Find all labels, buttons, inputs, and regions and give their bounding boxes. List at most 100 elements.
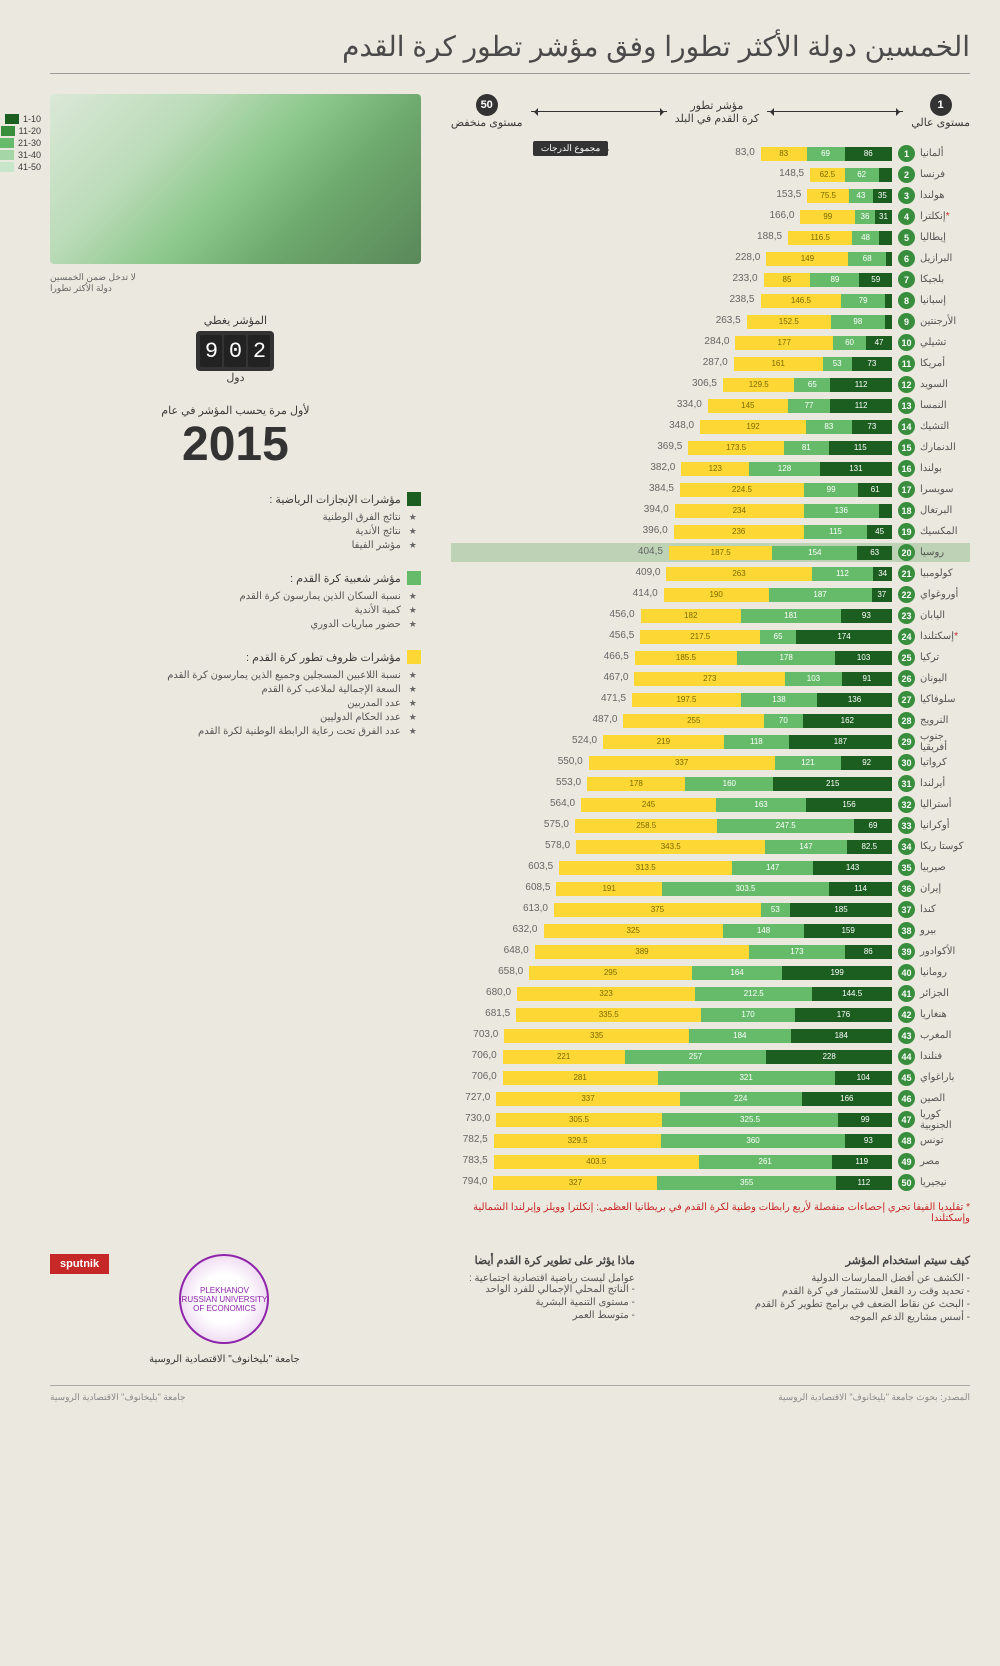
sputnik-logo: sputnik [40,1254,99,1274]
country-name: فنلندا [905,1051,960,1062]
seg-yellow: 123 [671,462,739,476]
seg-dark [869,231,882,245]
source-uni: جامعة "بليخانوف" الاقتصادية الروسية [40,1392,176,1403]
seg-dark: 63 [847,546,882,560]
seg-light: 321 [648,1071,825,1085]
total-value: 487,0 [567,714,607,728]
seg-dark: 174 [786,630,882,644]
country-name: تونس [905,1135,960,1146]
seg-dark: 45 [857,525,882,539]
rank-badge: 20 [888,544,905,561]
stacked-bar: 69 247.5 258.5 575,0 [441,819,882,833]
country-name: أمريكا [905,358,960,369]
table-row: تركيا 25 103 178 185.5 466,5 [441,648,960,667]
table-row: كوريا الجنوبية 47 99 325.5 305.5 730,0 [441,1110,960,1129]
seg-dark: 34 [863,567,882,581]
university-label: جامعة "بليخانوف" الاقتصادية الروسية [139,1354,290,1365]
odometer-digit: 0 [214,335,236,367]
rank-badge: 50 [888,1174,905,1191]
table-row: بيرو 38 159 148 325 632,0 [441,921,960,940]
scale-center-label: مؤشر تطور كرة القدم في البلد [665,99,749,125]
rank-badge: 2 [888,166,905,183]
country-name: أيرلندا [905,778,960,789]
rank-badge: 32 [888,796,905,813]
seg-yellow: 62.5 [800,168,834,182]
rank-badge: 39 [888,943,905,960]
table-row: هنغاريا 42 176 170 335.5 681,5 [441,1005,960,1024]
table-row: أستراليا 32 156 163 245 564,0 [441,795,960,814]
seg-light: 181 [731,609,831,623]
table-row: إيطاليا 5 48 116.5 188,5 [441,228,960,247]
country-name: كوريا الجنوبية [905,1109,960,1131]
seg-dark: 93 [831,609,882,623]
total-value: 681,5 [460,1008,500,1022]
col1-sub: عوامل ليست رياضية اقتصادية اجتماعية : [330,1273,625,1284]
table-row: بولندا 16 131 128 123 382,0 [441,459,960,478]
total-value: 166,0 [744,210,784,224]
map-note: لا تدخل ضمن الخمسين دولة الأكثر تطورا [40,272,411,294]
seg-light: 121 [765,756,832,770]
table-row: الدنمارك 15 115 81 173.5 369,5 [441,438,960,457]
seg-yellow: 146.5 [751,294,832,308]
country-name: كندا [905,904,960,915]
country-name: كولومبيا [905,568,960,579]
seg-dark: 143 [803,861,882,875]
total-value: 703,0 [448,1029,488,1043]
rank-badge: 46 [888,1090,905,1107]
table-row: بلجيكا 7 59 89 85 233,0 [441,270,960,289]
total-value: 284,0 [679,336,719,350]
total-value: 233,0 [708,273,748,287]
seg-dark: 136 [807,693,882,707]
stacked-bar: 114 303.5 191 608,5 [441,882,882,896]
country-name: فرنسا [905,169,960,180]
seg-yellow: 343.5 [566,840,755,854]
rank-badge: 10 [888,334,905,351]
list-item: الناتج المحلي الإجمالي للفرد الواحد [330,1284,625,1295]
total-value: 153,5 [751,189,791,203]
stacked-bar: 162 70 255 487,0 [441,714,882,728]
table-row: إسبانيا 8 79 146.5 238,5 [441,291,960,310]
counter-odometer: 209 [186,331,264,371]
country-name: بولندا [905,463,960,474]
country-name: باراغواي [905,1072,960,1083]
seg-dark: 228 [756,1050,882,1064]
seg-yellow: 217.5 [630,630,750,644]
seg-dark: 73 [842,420,882,434]
bottom-section: كيف سيتم استخدام المؤشر الكشف عن أفضل ال… [40,1254,960,1365]
seg-light: 112 [802,567,864,581]
total-value: 306,5 [667,378,707,392]
stacked-bar: 136 234 394,0 [441,504,882,518]
total-value: 456,0 [585,609,625,623]
table-row: الصين 46 166 224 337 727,0 [441,1089,960,1108]
stacked-bar: 115 81 173.5 369,5 [441,441,882,455]
rank-badge: 22 [888,586,905,603]
seg-dark: 86 [835,147,882,161]
color-swatch [397,650,411,664]
list-item: نسبة اللاعبين المسجلين وجميع الذين يمارس… [40,670,391,681]
seg-dark: 82.5 [837,840,882,854]
table-row: السويد 12 112 65 129.5 306,5 [441,375,960,394]
total-value: 550,0 [533,756,573,770]
total-value: 553,0 [531,777,571,791]
stacked-bar: 73 53 161 287,0 [441,357,882,371]
list-item: الكشف عن أفضل الممارسات الدولية [665,1273,960,1284]
rank-badge: 38 [888,922,905,939]
seg-light: 77 [778,399,820,413]
rank-badge: 44 [888,1048,905,1065]
stacked-bar: 228 257 221 706,0 [441,1050,882,1064]
stacked-bar: 184 184 335 703,0 [441,1029,882,1043]
table-row: المغرب 43 184 184 335 703,0 [441,1026,960,1045]
table-row: فرنسا 2 62 62.5 148,5 [441,165,960,184]
seg-dark: 69 [844,819,882,833]
col1-title: ماذا يؤثر على تطوير كرة القدم أيضا [330,1254,625,1267]
info-panel: 1-1011-2021-3031-4041-50 لا تدخل ضمن الخ… [40,94,411,1224]
rank-badge: 9 [888,313,905,330]
total-value: 613,0 [498,903,538,917]
scale-low-num: 50 [466,94,488,116]
rank-badge: 25 [888,649,905,666]
total-value: 369,5 [632,441,672,455]
seg-yellow: 177 [725,336,823,350]
seg-light: 103 [775,672,832,686]
table-row: المكسيك 19 45 115 236 396,0 [441,522,960,541]
seg-dark: 156 [796,798,882,812]
